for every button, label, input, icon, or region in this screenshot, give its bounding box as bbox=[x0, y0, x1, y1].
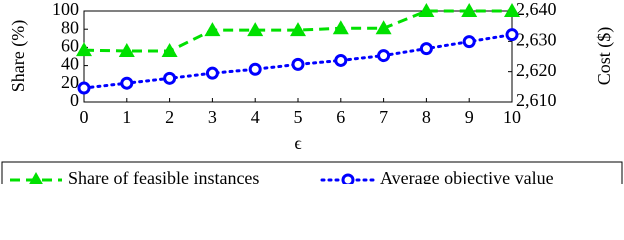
x-tick-label: 1 bbox=[122, 107, 131, 127]
y2-tick-label: 2,630 bbox=[516, 29, 557, 49]
marker bbox=[248, 62, 262, 76]
x-tick-label: 9 bbox=[465, 107, 474, 127]
marker bbox=[332, 20, 349, 35]
marker bbox=[77, 81, 91, 95]
legend-marker bbox=[29, 172, 43, 184]
legend-marker bbox=[341, 173, 355, 184]
marker bbox=[377, 49, 391, 63]
marker bbox=[76, 42, 92, 57]
marker bbox=[205, 66, 219, 80]
marker bbox=[419, 42, 433, 56]
marker bbox=[204, 22, 221, 37]
marker bbox=[504, 3, 520, 17]
y-tick-label: 20 bbox=[61, 72, 79, 92]
marker bbox=[120, 76, 134, 90]
marker bbox=[163, 71, 177, 85]
y-tick-label: 80 bbox=[61, 17, 79, 37]
marker bbox=[462, 35, 476, 49]
marker bbox=[291, 57, 305, 71]
legend-box bbox=[1, 161, 623, 184]
x-tick-label: 8 bbox=[422, 107, 431, 127]
y-tick-label: 100 bbox=[52, 0, 79, 19]
x-tick-label: 2 bbox=[165, 107, 174, 127]
marker bbox=[461, 3, 478, 17]
y-tick-label: 40 bbox=[61, 54, 79, 74]
x-tick-label: 7 bbox=[379, 107, 388, 127]
x-tick-label: 6 bbox=[336, 107, 345, 127]
marker bbox=[161, 43, 178, 58]
marker bbox=[118, 43, 135, 58]
x-tick-label: 5 bbox=[294, 107, 303, 127]
y-axis-title: Share (%) bbox=[8, 20, 29, 92]
legend-label: Share of feasible instances bbox=[68, 168, 259, 184]
marker bbox=[247, 22, 264, 37]
y2-tick-label: 2,610 bbox=[516, 90, 557, 110]
y2-axis-title: Cost ($) bbox=[594, 27, 615, 86]
marker bbox=[375, 20, 392, 35]
y2-tick-label: 2,640 bbox=[516, 0, 557, 19]
x-tick-label: 3 bbox=[208, 107, 217, 127]
marker bbox=[290, 22, 306, 37]
series-line bbox=[83, 9, 512, 53]
y-tick-label: 60 bbox=[61, 36, 79, 56]
chart: Share (%) Cost ($) ϵ 0 1 2 3 4 5 6 7 8 9 100204060… bbox=[1, 0, 623, 184]
series-line bbox=[82, 33, 514, 90]
x-tick-label: 4 bbox=[251, 107, 260, 127]
legend-label: Average objective value bbox=[380, 168, 554, 184]
y-tick-label: 0 bbox=[70, 90, 79, 110]
marker bbox=[334, 53, 348, 67]
marker bbox=[505, 28, 519, 42]
x-axis-title: ϵ bbox=[294, 133, 301, 153]
y2-tick-label: 2,620 bbox=[516, 60, 557, 80]
x-tick-label: 10 bbox=[503, 107, 521, 127]
x-tick-label: 0 bbox=[80, 107, 89, 127]
marker bbox=[418, 3, 435, 17]
